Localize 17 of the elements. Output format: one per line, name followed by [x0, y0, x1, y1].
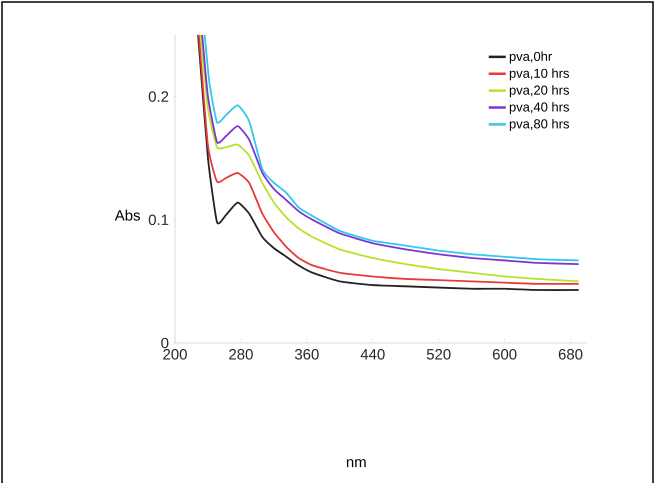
x-tick-label: 200: [163, 349, 187, 360]
legend-label: pva,0hr: [510, 51, 552, 64]
x-tick-label: 280: [229, 349, 253, 360]
text: nm: [346, 459, 366, 468]
legend-label: pva,80 hrs: [510, 118, 569, 132]
x-tick-label: 440: [360, 349, 385, 360]
x-tick-label: 600: [492, 349, 516, 360]
x-tick-label: 520: [426, 349, 451, 360]
y-tick-label: 0.2: [148, 91, 168, 102]
legend-label: pva,20 hrs: [510, 85, 569, 98]
y-tick-label: 0.1: [148, 214, 168, 226]
legend-label: pva,40 hrs: [510, 102, 569, 114]
legend-label: pva,10 hrs: [510, 68, 569, 80]
x-tick-label: 360: [294, 349, 319, 360]
y-tick-label: 0: [161, 338, 168, 348]
y-axis-title: Abs: [114, 210, 140, 221]
x-tick-label: 680: [558, 349, 582, 360]
